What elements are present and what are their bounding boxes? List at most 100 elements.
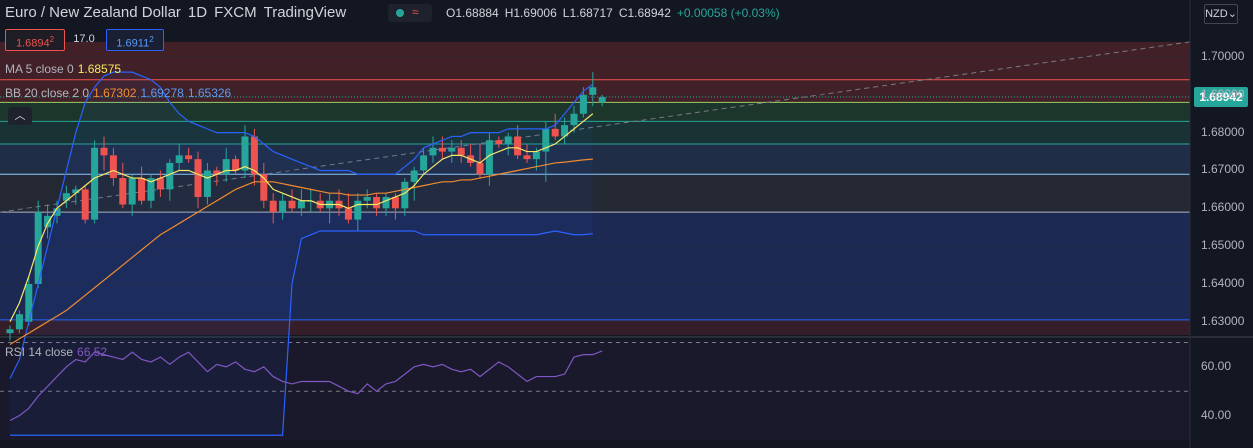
candle-body bbox=[495, 140, 503, 145]
candle-body bbox=[194, 159, 202, 197]
sell-price-sup: 2 bbox=[49, 35, 55, 44]
candle-body bbox=[91, 147, 99, 220]
interval-label: 1D bbox=[187, 4, 208, 21]
candle-body bbox=[457, 147, 465, 156]
position-zone-bottom bbox=[0, 319, 1190, 335]
candle-body bbox=[44, 215, 52, 228]
ohlc-values: O1.68884 H1.69006 L1.68717 C1.68942 +0.00058… bbox=[446, 6, 780, 20]
ma-line bbox=[9, 113, 594, 323]
low-value: L1.68717 bbox=[562, 6, 613, 20]
y-tick-label: 1.69000 bbox=[1201, 86, 1245, 101]
candle-body bbox=[185, 155, 193, 160]
market-open-dot-icon bbox=[396, 9, 404, 17]
candle-body bbox=[213, 170, 221, 175]
candle-body bbox=[363, 196, 371, 201]
candle-body bbox=[100, 147, 108, 156]
candle-body bbox=[175, 155, 183, 163]
candle-body bbox=[344, 208, 352, 220]
candle-body bbox=[523, 155, 531, 160]
position-target-zone bbox=[0, 102, 1190, 122]
position-zone-teal bbox=[0, 121, 1190, 145]
position-zone-blue bbox=[0, 212, 1190, 320]
candle-body bbox=[128, 178, 136, 205]
candle-body bbox=[420, 155, 428, 171]
rsi-background bbox=[0, 340, 1190, 440]
candle-body bbox=[373, 196, 381, 209]
candle-body bbox=[297, 200, 305, 209]
change-value: +0.00058 (+0.03%) bbox=[676, 6, 780, 20]
bb-legend[interactable]: BB 20 close 2 0 1.67302 1.69278 1.65326 bbox=[5, 86, 231, 100]
bb-basis-value: 1.67302 bbox=[93, 86, 137, 100]
candle-body bbox=[561, 125, 569, 137]
rsi-value: 66.52 bbox=[77, 345, 108, 359]
candle-body bbox=[119, 178, 127, 205]
candle-body bbox=[166, 162, 174, 190]
candle-body bbox=[250, 136, 258, 175]
bb-lower-line bbox=[10, 230, 593, 436]
bb-upper-value: 1.69278 bbox=[140, 86, 184, 100]
candle-body bbox=[514, 136, 522, 156]
collapse-legend-button[interactable]: ︿ bbox=[8, 107, 32, 125]
last-price-label: 1.68942 bbox=[1194, 87, 1248, 107]
chevron-up-icon: ︿ bbox=[14, 110, 26, 122]
symbol-title[interactable]: Euro / New Zealand Dollar 1D FXCM TradingVi… bbox=[5, 4, 353, 21]
bb-basis-line bbox=[9, 158, 593, 345]
rsi-legend[interactable]: RSI 14 close 66.52 bbox=[5, 345, 107, 359]
rsi-tick-label: 40.00 bbox=[1201, 407, 1232, 422]
candle-body bbox=[156, 178, 164, 190]
bb-fill bbox=[10, 72, 593, 436]
rsi-line bbox=[9, 350, 603, 422]
ma-value: 1.68575 bbox=[77, 62, 122, 76]
candle-body bbox=[109, 155, 117, 179]
y-tick-label: 1.64000 bbox=[1201, 275, 1245, 290]
y-tick-label: 1.68000 bbox=[1201, 124, 1245, 139]
candle-body bbox=[53, 208, 61, 216]
rsi-label: RSI 14 close bbox=[5, 345, 74, 359]
candle-body bbox=[241, 136, 249, 171]
currency-select[interactable]: NZD⌄ bbox=[1204, 4, 1238, 24]
market-status-icon[interactable]: ≈ bbox=[388, 4, 432, 22]
y-tick-label: 1.63000 bbox=[1201, 313, 1245, 328]
high-value: H1.69006 bbox=[504, 6, 557, 20]
candle-body bbox=[438, 147, 446, 152]
candle-body bbox=[72, 189, 80, 194]
bb-label: BB 20 close 2 0 bbox=[5, 86, 90, 100]
candle-body bbox=[62, 193, 70, 201]
close-value: C1.68942 bbox=[618, 6, 671, 20]
candle-body bbox=[542, 128, 550, 152]
candle-body bbox=[279, 200, 287, 213]
symbol-name: Euro / New Zealand Dollar bbox=[5, 4, 181, 21]
ma-legend[interactable]: MA 5 close 0 1.68575 bbox=[5, 62, 121, 76]
candle-body bbox=[429, 147, 437, 156]
candle-body bbox=[579, 94, 587, 114]
exchange-label: FXCM bbox=[214, 4, 257, 21]
candle-body bbox=[570, 113, 578, 126]
candle-body bbox=[410, 170, 418, 182]
y-tick-label: 1.65000 bbox=[1201, 238, 1245, 253]
buy-button[interactable]: 1.69112 bbox=[106, 29, 164, 51]
candle-body bbox=[222, 159, 230, 175]
y-tick-label: 1.67000 bbox=[1201, 162, 1245, 177]
ma-label: MA 5 close 0 bbox=[5, 62, 74, 76]
currency-label: NZD bbox=[1205, 8, 1228, 20]
candle-body bbox=[138, 178, 146, 201]
wave-icon: ≈ bbox=[412, 5, 419, 19]
candle-body bbox=[6, 329, 14, 334]
open-value: O1.68884 bbox=[446, 6, 499, 20]
candle-body bbox=[147, 178, 155, 201]
sell-button[interactable]: 1.68942 bbox=[5, 29, 65, 51]
y-tick-label: 1.66000 bbox=[1201, 200, 1245, 215]
bb-upper-line bbox=[9, 71, 594, 379]
rsi-tick-label: 60.00 bbox=[1201, 358, 1232, 373]
candle-body bbox=[354, 200, 362, 220]
candle-body bbox=[382, 196, 390, 209]
candle-body bbox=[598, 97, 606, 103]
platform-label: TradingView bbox=[263, 4, 347, 21]
candle-body bbox=[81, 189, 89, 220]
y-tick-label: 1.70000 bbox=[1201, 49, 1245, 64]
candle-body bbox=[476, 162, 484, 175]
spread-value: 17.0 bbox=[73, 33, 95, 45]
candle-body bbox=[15, 314, 23, 330]
candle-body bbox=[504, 136, 512, 145]
